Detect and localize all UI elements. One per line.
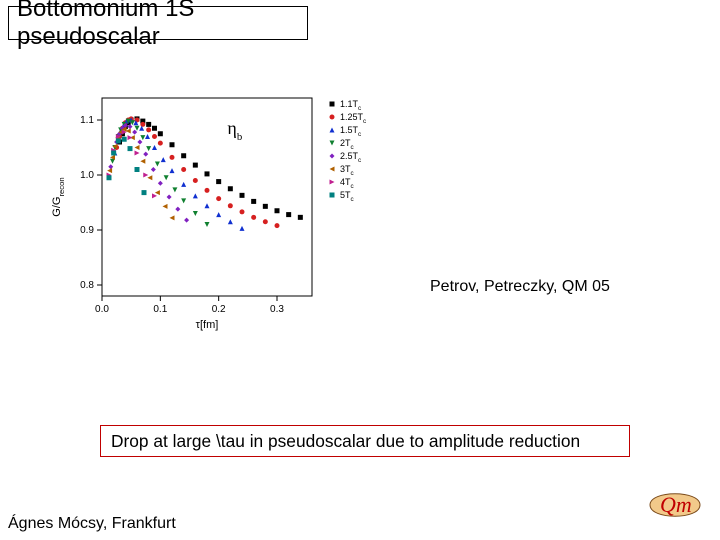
marker: [170, 142, 175, 147]
marker: [152, 134, 157, 139]
marker: [116, 138, 121, 143]
citation-text-wrap: Petrov, Petreczky, QM 05: [430, 278, 610, 296]
marker: [205, 171, 210, 176]
marker: [330, 193, 335, 198]
y-tick-label: 0.8: [80, 280, 94, 291]
marker: [128, 146, 133, 151]
marker: [135, 167, 140, 172]
marker: [158, 131, 163, 136]
marker: [330, 102, 335, 107]
marker: [205, 188, 210, 193]
marker: [263, 204, 268, 209]
footer-author: Ágnes Mócsy, Frankfurt: [8, 515, 176, 533]
marker: [298, 215, 303, 220]
marker: [330, 115, 335, 120]
marker: [152, 126, 157, 131]
chart-ratio: 0.00.10.20.30.80.91.01.1τ[fm]G/Greconηb1…: [40, 80, 420, 335]
caption-box: Drop at large \tau in pseudoscalar due t…: [100, 425, 630, 457]
marker: [146, 122, 151, 127]
x-tick-label: 0.1: [153, 304, 167, 315]
marker: [275, 208, 280, 213]
marker: [275, 223, 280, 228]
marker: [122, 137, 127, 142]
slide-root: Bottomonium 1S pseudoscalar 0.0 0.1 0.2 0.3…: [0, 0, 720, 540]
y-tick-label: 1.1: [80, 115, 94, 126]
marker: [240, 193, 245, 198]
marker: [240, 209, 245, 214]
y-tick-label: 1.0: [80, 170, 94, 181]
citation-text: Petrov, Petreczky, QM 05: [430, 278, 610, 295]
marker: [142, 190, 147, 195]
caption-text: Drop at large \tau in pseudoscalar due t…: [111, 431, 580, 452]
marker: [263, 219, 268, 224]
marker: [146, 127, 151, 132]
marker: [111, 151, 116, 156]
conference-logo: Qm: [640, 480, 710, 530]
marker: [216, 196, 221, 201]
marker: [107, 175, 112, 180]
marker: [286, 212, 291, 217]
marker: [181, 167, 186, 172]
chart-svg: 0.00.10.20.30.80.91.01.1τ[fm]G/Greconηb1…: [40, 80, 420, 335]
marker: [216, 179, 221, 184]
marker: [193, 163, 198, 168]
marker: [193, 178, 198, 183]
marker: [140, 122, 145, 127]
x-tick-label: 0.3: [270, 304, 284, 315]
y-tick-label: 0.9: [80, 225, 94, 236]
x-tick-label: 0.2: [212, 304, 226, 315]
marker: [181, 153, 186, 158]
marker: [228, 186, 233, 191]
svg-text:Qm: Qm: [660, 492, 692, 517]
marker: [228, 203, 233, 208]
marker: [251, 215, 256, 220]
marker: [251, 199, 256, 204]
x-axis-label: τ[fm]: [196, 319, 219, 331]
slide-title: Bottomonium 1S pseudoscalar: [8, 6, 308, 40]
marker: [170, 155, 175, 160]
slide-title-text: Bottomonium 1S pseudoscalar: [17, 0, 299, 51]
marker: [158, 141, 163, 146]
footer-text: Ágnes Mócsy, Frankfurt: [8, 515, 176, 532]
x-tick-label: 0.0: [95, 304, 109, 315]
